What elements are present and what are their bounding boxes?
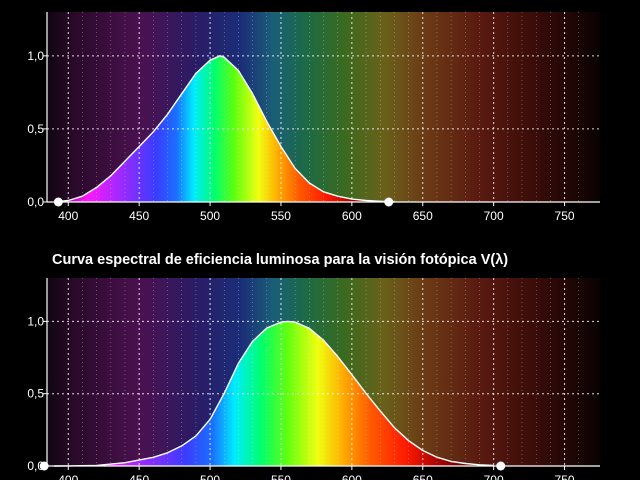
x-tick-label: 650 [413,473,433,480]
x-tick-label: 450 [129,473,149,480]
x-tick-label: 550 [271,473,291,480]
x-tick-label: 650 [413,209,433,223]
range-marker-dot [39,461,49,471]
y-tick-label: 0,5 [27,122,44,136]
x-tick-label: 500 [200,473,220,480]
y-tick-label: 0,0 [27,195,44,209]
y-tick-label: 1,0 [27,314,44,328]
x-tick-label: 550 [271,209,291,223]
x-tick-label: 750 [555,209,575,223]
y-tick-label: 0,0 [27,459,44,473]
x-tick-label: 750 [555,473,575,480]
x-tick-label: 600 [342,473,362,480]
efficiency-curve [54,320,494,467]
efficiency-curve [54,55,395,203]
range-marker-dot [496,461,506,471]
panel-top-chart: 400 450 500 550 600 650 700 750 0,0 0,5 1,0 [27,12,600,223]
x-tick-label: 500 [200,209,220,223]
y-tick-label: 0,5 [27,387,44,401]
range-marker-dot [384,197,394,207]
chart-title: Curva espectral de eficiencia luminosa p… [52,252,508,268]
x-tick-label: 700 [484,209,504,223]
x-tick-label: 400 [58,473,78,480]
range-marker-dot [53,197,63,207]
x-tick-label: 400 [58,209,78,223]
x-tick-label: 700 [484,473,504,480]
x-tick-label: 450 [129,209,149,223]
y-tick-label: 1,0 [27,49,44,63]
panel-bottom-chart: Curva espectral de eficiencia luminosa p… [27,252,600,480]
x-tick-label: 600 [342,209,362,223]
